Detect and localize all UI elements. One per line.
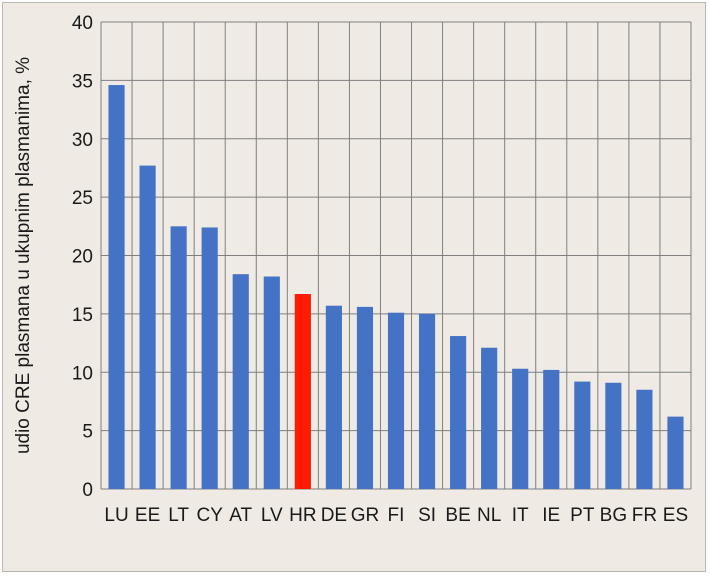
y-tick-label: 15 xyxy=(72,305,93,326)
x-tick-label-at: AT xyxy=(229,505,252,526)
bar-si xyxy=(418,313,436,489)
y-tick-label: 30 xyxy=(72,130,93,151)
x-tick-label-lt: LT xyxy=(168,505,189,526)
bar-lv xyxy=(263,276,280,489)
grid-lines xyxy=(100,21,692,490)
bar-fi xyxy=(387,312,405,489)
x-tick-label-nl: NL xyxy=(477,505,501,526)
bar-at xyxy=(232,274,249,489)
x-tick-label-be: BE xyxy=(445,505,470,526)
x-tick-label-ee: EE xyxy=(135,505,160,526)
x-tick-label-ie: IE xyxy=(542,505,560,526)
x-tick-label-bg: BG xyxy=(600,505,627,526)
y-axis-title: udio CRE plasmana u ukupnim plasmanima, … xyxy=(13,57,34,454)
y-tick-label: 20 xyxy=(72,247,93,268)
x-tick-label-it: IT xyxy=(512,505,529,526)
x-tick-label-pt: PT xyxy=(570,505,595,526)
y-tick-label: 40 xyxy=(72,13,93,34)
y-tick-label: 25 xyxy=(72,188,93,209)
bar-gr xyxy=(356,306,374,489)
y-tick-label: 10 xyxy=(72,363,93,384)
bar-de xyxy=(325,305,342,489)
bar-fr xyxy=(636,389,653,489)
x-tick-label-cy: CY xyxy=(196,505,223,526)
bar-lt xyxy=(170,226,187,489)
bar-hr xyxy=(294,294,311,489)
x-tick-label-lv: LV xyxy=(261,505,283,526)
bar-cy xyxy=(201,227,218,490)
x-tick-label-es: ES xyxy=(663,505,688,526)
x-tick-label-fr: FR xyxy=(632,505,657,526)
y-tick-label: 35 xyxy=(72,71,93,92)
x-tick-label-hr: HR xyxy=(289,505,316,526)
bar-ie xyxy=(543,369,560,489)
bars xyxy=(108,85,684,490)
x-tick-label-gr: GR xyxy=(351,505,380,526)
bar-chart: 0 5 10 15 20 25 30 35 40 LU EE LT CY AT LV HR DE GR FI SI B… xyxy=(13,13,692,526)
y-tick-labels: 0 5 10 15 20 25 30 35 40 xyxy=(72,13,93,501)
x-tick-label-de: DE xyxy=(321,505,347,526)
bar-be xyxy=(450,336,467,489)
bar-nl xyxy=(481,347,498,489)
x-tick-label-si: SI xyxy=(418,505,436,526)
bar-bg xyxy=(605,382,622,489)
bar-es xyxy=(667,416,684,489)
x-tick-label-lu: LU xyxy=(104,505,128,526)
bar-ee xyxy=(139,165,156,490)
x-tick-label-fi: FI xyxy=(388,505,405,526)
x-tick-labels: LU EE LT CY AT LV HR DE GR FI SI BE NL IT IE PT BG FR ES xyxy=(104,505,688,526)
y-tick-label: 5 xyxy=(82,422,93,443)
bar-pt xyxy=(574,381,591,489)
y-tick-label: 0 xyxy=(82,480,93,501)
bar-it xyxy=(512,368,529,489)
bar-lu xyxy=(108,85,125,490)
